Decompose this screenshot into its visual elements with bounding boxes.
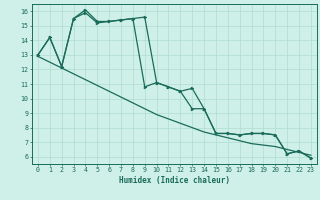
X-axis label: Humidex (Indice chaleur): Humidex (Indice chaleur) (119, 176, 230, 185)
